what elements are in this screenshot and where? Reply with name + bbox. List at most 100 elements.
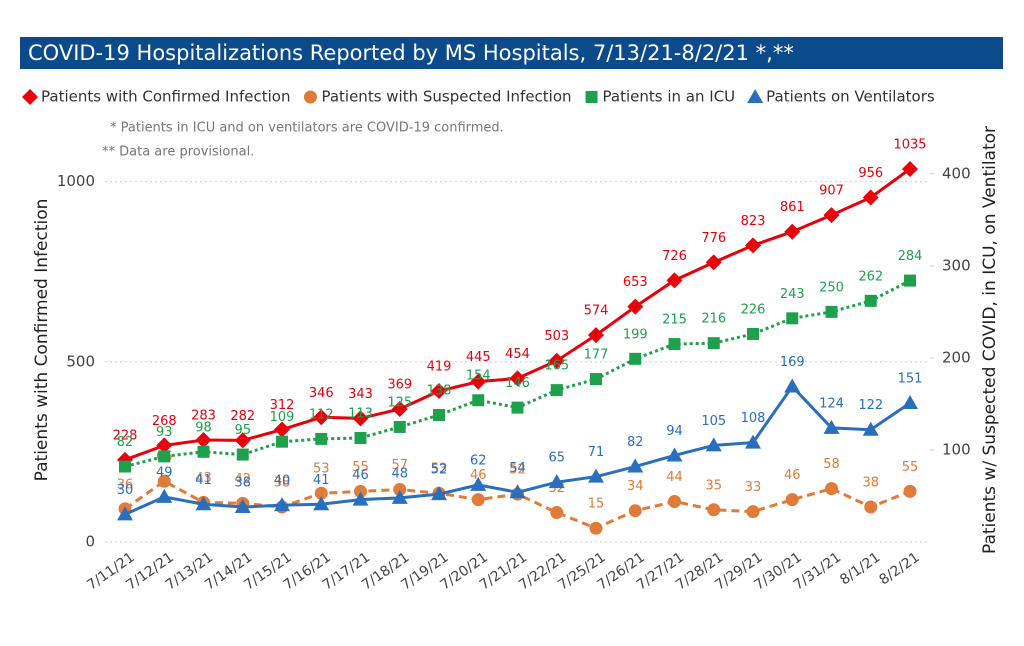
- y2-tick-label: 100: [942, 440, 971, 458]
- marker-square: [629, 352, 642, 365]
- marker-triangle: [823, 419, 840, 434]
- data-label: 44: [666, 470, 683, 485]
- data-label: 199: [623, 327, 648, 342]
- marker-square: [119, 460, 131, 473]
- marker-diamond: [234, 432, 251, 449]
- data-label: 284: [898, 249, 923, 264]
- y-tick-label: 1000: [57, 172, 95, 190]
- marker-diamond: [431, 383, 447, 400]
- marker-diamond: [862, 189, 879, 206]
- marker-diamond: [195, 432, 212, 449]
- marker-triangle: [117, 506, 133, 521]
- data-label: 105: [701, 414, 726, 429]
- marker-diamond: [470, 373, 487, 390]
- data-label: 243: [780, 287, 805, 302]
- data-label: 52: [509, 463, 526, 478]
- marker-circle: [785, 493, 799, 507]
- y-tick-label: 500: [66, 352, 95, 370]
- marker-circle: [746, 505, 760, 519]
- data-label: 283: [191, 409, 216, 424]
- marker-triangle: [666, 447, 683, 462]
- marker-circle: [314, 486, 328, 500]
- marker-diamond: [313, 409, 330, 426]
- data-label: 653: [623, 275, 648, 290]
- data-label: 1035: [893, 138, 926, 153]
- data-label: 216: [701, 312, 726, 327]
- y2-axis-label: Patients w/ Suspected COVID, in ICU, on …: [980, 126, 1000, 554]
- marker-circle: [903, 484, 917, 498]
- marker-square: [786, 312, 799, 325]
- marker-triangle: [509, 484, 526, 499]
- data-label: 38: [234, 476, 251, 491]
- data-label: 226: [741, 302, 766, 317]
- data-label: 40: [274, 474, 291, 489]
- marker-triangle: [195, 496, 212, 511]
- data-label: 34: [627, 479, 644, 494]
- x-tick-label: 8/1/21: [837, 549, 883, 588]
- data-label: 98: [195, 420, 212, 435]
- data-label: 38: [274, 476, 291, 491]
- data-label: 55: [352, 460, 369, 475]
- legend-label: Patients with Suspected Infection: [321, 88, 571, 106]
- data-label: 503: [544, 329, 569, 344]
- marker-diamond: [588, 327, 604, 344]
- data-label: 346: [309, 386, 334, 401]
- legend-label: Patients on Ventilators: [766, 88, 935, 106]
- marker-square: [393, 420, 406, 433]
- annotation: ** Data are provisional.: [102, 145, 254, 160]
- marker-diamond: [509, 370, 526, 387]
- data-label: 53: [313, 462, 330, 477]
- marker-triangle: [745, 434, 761, 449]
- marker-triangle: [784, 378, 801, 393]
- marker-triangle: [470, 476, 487, 491]
- data-label: 43: [195, 471, 212, 486]
- data-label: 33: [745, 480, 762, 495]
- marker-square: [472, 394, 485, 407]
- data-label: 343: [348, 387, 373, 402]
- marker-diamond: [627, 298, 644, 315]
- marker-diamond: [784, 223, 801, 240]
- data-label: 41: [313, 473, 330, 488]
- data-label: 228: [113, 428, 138, 443]
- marker-diamond: [156, 437, 173, 454]
- marker-square: [550, 384, 563, 397]
- marker-triangle: [627, 458, 644, 473]
- marker-circle: [354, 484, 367, 498]
- y-axis-label: Patients with Confirmed Infection: [32, 199, 52, 482]
- marker-square: [668, 338, 681, 351]
- marker-triangle: [156, 488, 173, 503]
- data-label: 250: [819, 280, 844, 295]
- data-label: 312: [270, 398, 295, 413]
- marker-circle: [393, 483, 407, 497]
- data-label: 49: [156, 465, 173, 480]
- marker-square: [158, 450, 171, 463]
- data-label: 46: [470, 468, 487, 483]
- data-label: 93: [156, 425, 173, 440]
- marker-circle: [471, 493, 485, 507]
- x-tick-label: 8/2/21: [876, 549, 922, 588]
- marker-square: [825, 305, 838, 318]
- data-label: 95: [234, 423, 251, 438]
- marker-square: [585, 91, 598, 103]
- marker-diamond: [274, 421, 290, 438]
- data-label: 282: [230, 409, 255, 424]
- data-label: 41: [195, 473, 212, 488]
- marker-diamond: [745, 237, 761, 254]
- marker-diamond: [902, 161, 918, 178]
- marker-triangle: [274, 497, 290, 512]
- marker-diamond: [823, 207, 840, 224]
- marker-square: [197, 445, 210, 458]
- data-label: 94: [666, 424, 683, 439]
- data-label: 52: [431, 463, 448, 478]
- data-label: 726: [662, 249, 687, 264]
- data-label: 48: [391, 466, 408, 481]
- data-label: 154: [466, 369, 491, 384]
- marker-circle: [303, 90, 317, 104]
- data-label: 262: [858, 269, 883, 284]
- data-label: 112: [309, 407, 334, 422]
- data-label: 82: [117, 435, 134, 450]
- marker-square: [315, 432, 328, 445]
- marker-square: [433, 408, 445, 421]
- data-label: 268: [152, 414, 177, 429]
